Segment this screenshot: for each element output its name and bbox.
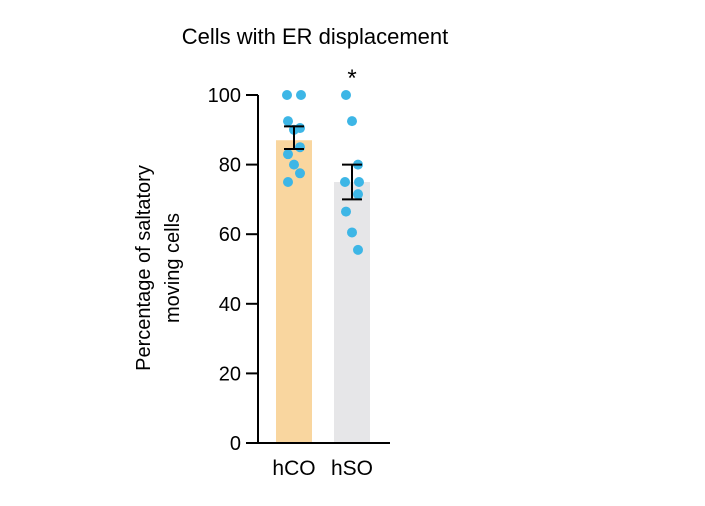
bar-hSO	[334, 182, 370, 443]
x-tick-label-hSO: hSO	[331, 457, 373, 480]
data-point-hCO	[283, 177, 293, 187]
y-axis-label: Percentage of saltatory moving cells	[133, 165, 184, 371]
data-point-hCO	[295, 168, 305, 179]
data-point-hSO	[347, 227, 357, 238]
data-point-hSO	[341, 90, 351, 100]
chart-title: Cells with ER displacement	[182, 24, 449, 49]
significance-marker: *	[347, 65, 356, 92]
bar-hCO	[276, 140, 312, 444]
y-axis-label-line-2: moving cells	[162, 213, 184, 323]
data-point-hSO	[347, 116, 357, 127]
y-axis-label-line-1: Percentage of saltatory	[133, 165, 155, 371]
data-point-hSO	[340, 177, 350, 187]
y-tick-label: 60	[219, 224, 241, 246]
data-point-hCO	[296, 90, 306, 100]
data-point-hSO	[353, 244, 363, 255]
data-point-hSO	[353, 189, 363, 200]
y-tick-label: 20	[219, 363, 241, 385]
y-tick-label: 40	[219, 294, 241, 316]
data-point-hCO	[289, 159, 299, 170]
data-point-hCO	[282, 90, 292, 100]
data-point-hSO	[354, 177, 364, 187]
data-point-hCO	[283, 149, 293, 160]
y-tick-label: 80	[219, 155, 241, 177]
data-point-hCO	[295, 142, 305, 153]
x-tick-label-hCO: hCO	[272, 457, 315, 480]
y-tick-label: 0	[230, 433, 241, 455]
data-point-hSO	[341, 206, 351, 217]
data-point-hCO	[283, 116, 293, 127]
y-tick-label: 100	[208, 85, 241, 107]
